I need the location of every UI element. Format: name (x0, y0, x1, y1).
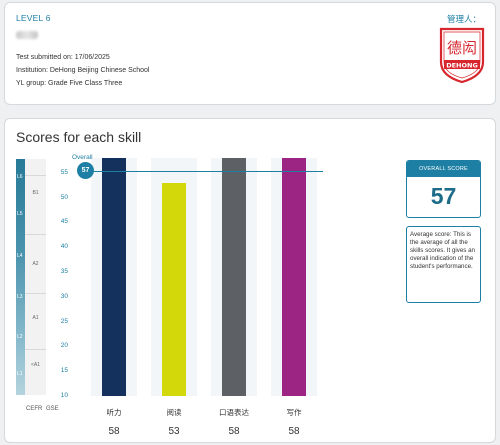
admin-label: 管理人： (446, 14, 481, 24)
band-divider (25, 234, 46, 235)
institution-name: Institution: DeHong Beijing Chinese Scho… (16, 67, 150, 74)
dehong-logo: 德闳 DEHONG (439, 27, 485, 83)
gse-band-column (25, 159, 46, 395)
skill-score: 58 (288, 426, 300, 437)
overall-score-marker: 57 (77, 162, 94, 180)
cefr-level-l6: L6 (17, 174, 23, 180)
axis-tick-label: 45 (60, 218, 68, 226)
skill-bar (282, 158, 306, 396)
skill-name: 阅读 (166, 408, 182, 417)
band-divider (25, 349, 46, 350)
overall-tag: Overall (72, 153, 93, 161)
skill-score: 58 (108, 426, 120, 437)
cefr-axis-label: CEFR (26, 406, 43, 412)
cefr-level-strip (16, 159, 25, 395)
gse-band-b1: B1 (32, 190, 39, 196)
axis-tick-label: 25 (60, 317, 68, 325)
scores-card: Scores for each skill L6 L5 L4 L3 L2 L1 … (4, 118, 496, 443)
skill-bar (222, 158, 246, 396)
axis-tick-label: 40 (60, 243, 68, 251)
skill-name: 听力 (106, 408, 122, 417)
logo-characters: 德闳 (447, 39, 477, 57)
overall-score-value: 57 (430, 183, 457, 209)
average-score-description: Average score: This is the average of al… (406, 226, 481, 303)
gse-axis-label: GSE (46, 406, 59, 412)
cefr-level-l1: L1 (17, 371, 23, 377)
skill-bar (162, 182, 186, 396)
overall-score-heading: OVERALL SCORE (407, 161, 480, 177)
overall-score-box: OVERALL SCORE 57 (406, 160, 481, 218)
skill-bar (102, 158, 126, 396)
axis-tick-label: 55 (60, 168, 68, 176)
scores-title: Scores for each skill (16, 129, 142, 145)
band-divider (25, 293, 46, 294)
axis-tick-label: 15 (60, 367, 68, 375)
skill-name: 口语表达 (219, 408, 249, 417)
gse-band-below-a1: <A1 (30, 362, 41, 368)
gse-band-a1: A1 (32, 315, 39, 321)
submitted-date: Test submitted on: 17/06/2025 (16, 54, 110, 61)
axis-tick-label: 35 (60, 268, 68, 276)
band-divider (25, 175, 46, 176)
student-info-card: LEVEL 6 管理人： Test submitted on: 17/06/20… (4, 2, 496, 105)
skill-score: 58 (228, 426, 240, 437)
cefr-level-l4: L4 (17, 253, 23, 259)
skill-name: 写作 (286, 408, 302, 417)
axis-tick-label: 10 (60, 392, 68, 399)
cefr-level-l3: L3 (17, 294, 23, 300)
level-label: LEVEL 6 (16, 13, 51, 23)
axis-tick-label: 30 (60, 292, 68, 300)
overall-score-line (85, 170, 323, 172)
cefr-level-l2: L2 (17, 334, 23, 340)
skill-score: 53 (168, 426, 180, 437)
gse-band-a2: A2 (32, 261, 39, 267)
logo-text: DEHONG (446, 61, 478, 69)
blurred-student-name (16, 31, 38, 39)
axis-tick-label: 20 (60, 342, 68, 350)
cefr-level-l5: L5 (17, 211, 23, 217)
yl-group: YL group: Grade Five Class Three (16, 80, 123, 87)
axis-tick-label: 50 (60, 193, 68, 201)
